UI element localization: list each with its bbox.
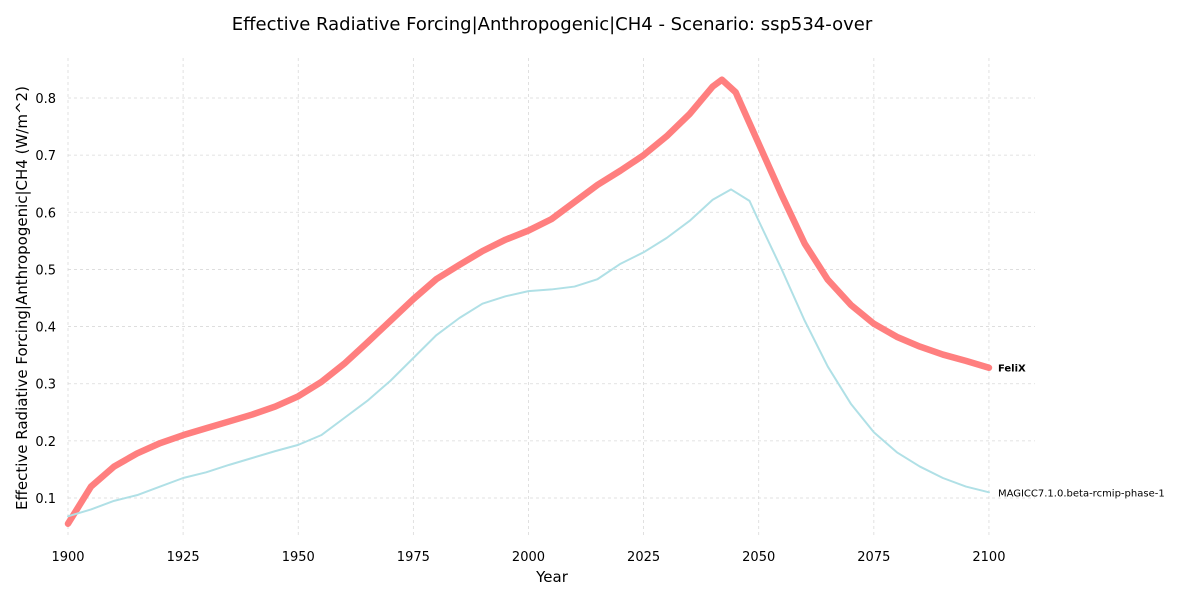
x-tick-label: 1900: [51, 550, 84, 565]
y-tick-label: 0.8: [35, 92, 56, 107]
y-axis-ticks: 0.1 0.2 0.3 0.4 0.5 0.6 0.7 0.8: [35, 92, 56, 507]
y-tick-label: 0.2: [35, 435, 56, 450]
y-tick-label: 0.3: [35, 378, 56, 393]
x-tick-label: 1975: [397, 550, 430, 565]
series-label: MAGICC7.1.0.beta-rcmip-phase-1: [998, 488, 1165, 499]
x-tick-label: 2050: [742, 550, 775, 565]
series-label: FeliX: [998, 364, 1026, 375]
y-tick-label: 0.4: [35, 321, 56, 336]
x-tick-label: 2025: [627, 550, 660, 565]
y-tick-label: 0.6: [35, 206, 56, 221]
series-line: [67, 188, 990, 518]
series-layer: [64, 76, 993, 527]
x-tick-label: 1925: [167, 550, 200, 565]
y-tick-label: 0.1: [35, 492, 56, 507]
y-axis-label: Effective Radiative Forcing|Anthropogeni…: [13, 86, 31, 510]
x-tick-label: 2000: [512, 550, 545, 565]
x-tick-label: 2100: [972, 550, 1005, 565]
series-line: [64, 76, 993, 527]
x-axis-label: Year: [535, 568, 569, 586]
x-tick-label: 2075: [857, 550, 890, 565]
series-labels: FeliX MAGICC7.1.0.beta-rcmip-phase-1: [998, 364, 1165, 500]
grid: [67, 58, 1035, 538]
y-tick-label: 0.7: [35, 149, 56, 164]
x-tick-label: 1950: [282, 550, 315, 565]
y-tick-label: 0.5: [35, 263, 56, 278]
chart-title: Effective Radiative Forcing|Anthropogeni…: [232, 14, 873, 35]
x-axis-ticks: 1900 1925 1950 1975 2000 2025 2050 2075 2100: [51, 550, 1005, 565]
